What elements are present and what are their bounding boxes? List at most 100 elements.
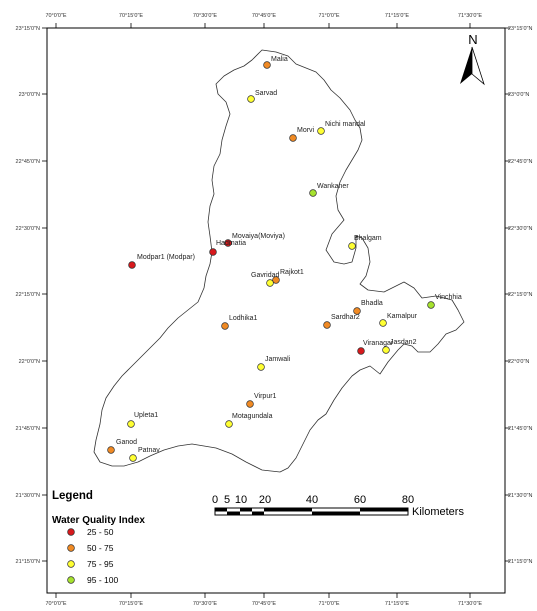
lat-label: 21°45'0"N xyxy=(16,426,40,432)
scale-segment xyxy=(215,508,227,512)
station-marker xyxy=(209,248,217,256)
scale-segment xyxy=(227,511,240,515)
station-label: Jamwali xyxy=(265,356,291,363)
station-marker-group: Rajkot1 xyxy=(272,269,304,284)
station-marker-group: Upleta1 xyxy=(127,412,158,428)
station-marker xyxy=(129,454,137,462)
station-marker-group: Movaiya(Moviya) xyxy=(224,233,285,247)
station-marker xyxy=(357,347,365,355)
station-label: Sardhar2 xyxy=(331,314,360,321)
station-label: Vinchhia xyxy=(435,294,462,301)
station-marker-group: Ganod xyxy=(107,439,137,454)
station-label: Modpar1 (Modpar) xyxy=(137,254,195,261)
latitude-labels-right: 23°15'0"N 23°0'0"N 22°45'0"N 22°30'0"N 2… xyxy=(508,26,532,565)
station-marker xyxy=(127,420,135,428)
lon-label: 71°30'0"E xyxy=(458,13,482,19)
north-arrow-right xyxy=(471,46,485,86)
station-label: Bhadla xyxy=(361,300,383,307)
lat-label: 22°45'0"N xyxy=(16,159,40,165)
lon-label: 70°30'0"E xyxy=(193,601,217,607)
station-marker xyxy=(107,446,115,454)
station-marker xyxy=(272,276,280,284)
lat-label: 21°45'0"N xyxy=(508,426,532,432)
station-marker xyxy=(221,322,229,330)
lat-label: 21°15'0"N xyxy=(16,559,40,565)
station-label: Jasdan2 xyxy=(390,339,417,346)
legend-swatch xyxy=(67,576,75,584)
lat-label: 23°0'0"N xyxy=(508,92,529,98)
station-marker-group: Virpur1 xyxy=(246,393,277,408)
scale-bar: 0 5 10 20 40 60 80 Kilometers xyxy=(212,494,465,518)
longitude-labels-bottom: 70°0'0"E 70°15'0"E 70°30'0"E 70°45'0"E 7… xyxy=(45,601,482,607)
station-marker-group: Motagundala xyxy=(225,413,273,428)
legend: Legend Water Quality Index 25 - 50 50 - 7… xyxy=(52,490,145,585)
latitude-labels-left: 23°15'0"N 23°0'0"N 22°45'0"N 22°30'0"N 2… xyxy=(16,26,40,565)
station-label: Wankaner xyxy=(317,183,349,190)
station-marker xyxy=(246,400,254,408)
legend-items: 25 - 50 50 - 75 75 - 95 95 - 100 xyxy=(67,527,118,585)
station-label: Hadmatia xyxy=(216,240,246,247)
lon-label: 70°30'0"E xyxy=(193,13,217,19)
scale-tick-label: 60 xyxy=(354,494,366,506)
legend-item-label: 50 - 75 xyxy=(87,543,114,553)
station-marker xyxy=(427,301,435,309)
station-label: Viranagar xyxy=(363,340,394,347)
longitude-labels-top: 70°0'0"E 70°15'0"E 70°30'0"E 70°45'0"E 7… xyxy=(45,13,482,19)
lat-label: 21°30'0"N xyxy=(16,493,40,499)
station-marker-group: Hadmatia xyxy=(209,240,246,256)
scale-segment xyxy=(264,508,312,512)
station-marker-group: Bhadla xyxy=(353,300,383,315)
station-marker-group: Jasdan2 xyxy=(382,339,417,354)
station-label: Upleta1 xyxy=(134,412,158,419)
north-label: N xyxy=(468,32,477,47)
station-marker xyxy=(128,261,136,269)
lat-label: 21°30'0"N xyxy=(508,493,532,499)
station-marker-group: Sardhar2 xyxy=(323,314,360,329)
station-marker-group: Morvi xyxy=(289,127,315,142)
station-marker xyxy=(323,321,331,329)
station-marker-group: Gavridad xyxy=(251,272,280,287)
lat-label: 21°15'0"N xyxy=(508,559,532,565)
station-label: Gavridad xyxy=(251,272,280,279)
station-marker-group: Patnav xyxy=(129,447,160,462)
scale-tick-label: 5 xyxy=(224,494,230,506)
lon-label: 70°15'0"E xyxy=(119,601,143,607)
station-marker xyxy=(224,239,232,247)
lon-label: 71°15'0"E xyxy=(385,601,409,607)
station-marker-group: Kamalpur xyxy=(379,313,418,327)
north-arrow-left xyxy=(460,47,472,84)
scale-bar-ticks: 0 5 10 20 40 60 80 xyxy=(212,494,414,506)
legend-item-label: 95 - 100 xyxy=(87,575,118,585)
station-marker xyxy=(382,346,390,354)
map-frame xyxy=(46,27,506,594)
district-boundary xyxy=(93,49,465,473)
lat-label: 22°15'0"N xyxy=(508,292,532,298)
station-marker-group: Malia xyxy=(263,56,288,69)
station-marker xyxy=(289,134,297,142)
station-label: Bhalgam xyxy=(354,235,382,242)
station-marker-group: Nichi mandal xyxy=(317,121,366,135)
station-marker xyxy=(247,95,255,103)
station-label: Lodhika1 xyxy=(229,315,258,322)
station-marker xyxy=(266,279,274,287)
station-marker xyxy=(309,189,317,197)
north-arrow: N xyxy=(460,32,485,86)
station-marker xyxy=(225,420,233,428)
scale-tick-label: 20 xyxy=(259,494,271,506)
station-label: Patnav xyxy=(138,447,160,454)
station-marker xyxy=(263,61,271,69)
station-label: Sarvad xyxy=(255,90,277,97)
station-label: Morvi xyxy=(297,127,315,134)
lon-label: 71°15'0"E xyxy=(385,13,409,19)
scale-tick-label: 0 xyxy=(212,494,218,506)
lat-label: 22°30'0"N xyxy=(16,226,40,232)
station-marker xyxy=(353,307,361,315)
station-marker-group: Jamwali xyxy=(257,356,291,371)
station-label: Nichi mandal xyxy=(325,121,366,128)
lat-label: 22°30'0"N xyxy=(508,226,532,232)
legend-swatch xyxy=(67,544,75,552)
scale-tick-label: 40 xyxy=(306,494,318,506)
scale-segment xyxy=(312,511,360,515)
lat-label: 22°0'0"N xyxy=(19,359,40,365)
